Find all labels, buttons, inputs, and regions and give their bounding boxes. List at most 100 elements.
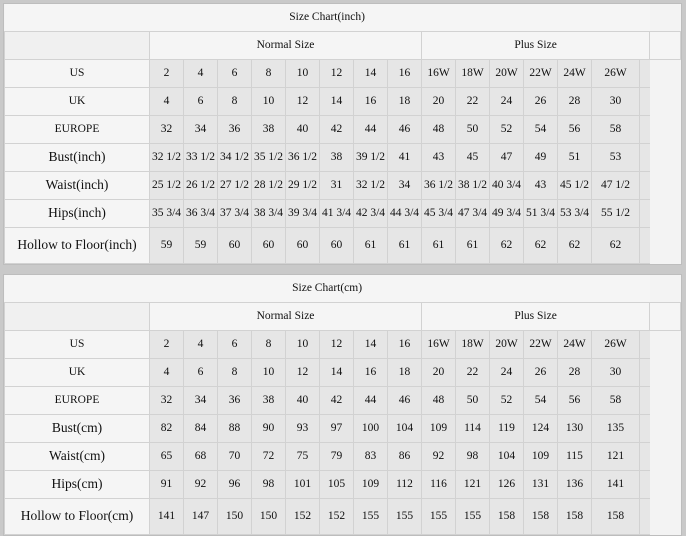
table-cell: 62 — [557, 227, 592, 264]
table-cell: 45 3/4 — [421, 199, 456, 228]
table-cell: 36 — [217, 115, 252, 144]
table-cell: 27 1/2 — [217, 171, 252, 200]
table-cell: 112 — [387, 470, 422, 499]
table-cell: 18W — [455, 330, 490, 359]
table-cell: 18 — [387, 358, 422, 387]
table-cell: 135 — [591, 414, 640, 443]
table-cell: 155 — [387, 498, 422, 535]
table-cell: 60 — [319, 227, 354, 264]
chart-title-row: Size Chart(inch) — [4, 4, 681, 32]
table-cell: 36 3/4 — [183, 199, 218, 228]
table-cell: 16 — [387, 330, 422, 359]
table-cell: 158 — [523, 498, 558, 535]
table-cell: 20W — [489, 59, 524, 88]
table-cell: 54 — [523, 115, 558, 144]
table-cell: 98 — [455, 442, 490, 471]
table-cell: 91 — [149, 470, 184, 499]
table-cell: 8 — [251, 330, 286, 359]
table-cell: 101 — [285, 470, 320, 499]
row-pad-cell — [638, 470, 650, 499]
table-cell: 26 — [523, 87, 558, 116]
row-label: Waist(cm) — [4, 442, 150, 471]
table-cell: 152 — [319, 498, 354, 535]
table-cell: 45 1/2 — [557, 171, 592, 200]
table-cell: 38 — [251, 115, 286, 144]
row-pad-cell — [638, 199, 650, 228]
table-cell: 141 — [149, 498, 184, 535]
table-cell: 62 — [489, 227, 524, 264]
table-cell: 53 3/4 — [557, 199, 592, 228]
table-cell: 96 — [217, 470, 252, 499]
table-cell: 28 — [557, 358, 592, 387]
table-cell: 121 — [455, 470, 490, 499]
table-cell: 51 — [557, 143, 592, 172]
table-cell: 14 — [353, 330, 388, 359]
table-cell: 130 — [557, 414, 592, 443]
table-cell: 61 — [387, 227, 422, 264]
table-cell: 150 — [217, 498, 252, 535]
table-cell: 36 1/2 — [421, 171, 456, 200]
table-cell: 59 — [149, 227, 184, 264]
row-label: EUROPE — [4, 386, 150, 415]
table-cell: 141 — [591, 470, 640, 499]
table-cell: 50 — [455, 115, 490, 144]
table-cell: 88 — [217, 414, 252, 443]
table-cell: 46 — [387, 115, 422, 144]
table-cell: 4 — [149, 358, 184, 387]
row-label: US — [4, 330, 150, 359]
table-cell: 155 — [455, 498, 490, 535]
table-cell: 30 — [591, 87, 640, 116]
table-cell: 38 — [319, 143, 354, 172]
table-cell: 48 — [421, 386, 456, 415]
table-cell: 158 — [557, 498, 592, 535]
table-cell: 150 — [251, 498, 286, 535]
table-cell: 8 — [251, 59, 286, 88]
table-cell: 24 — [489, 358, 524, 387]
table-cell: 93 — [285, 414, 320, 443]
row-label: Bust(inch) — [4, 143, 150, 172]
table-cell: 86 — [387, 442, 422, 471]
table-row: UK 4 6 8 10 12 14 16 18 20 22 24 26 28 30 — [4, 358, 681, 387]
table-cell: 49 — [523, 143, 558, 172]
table-cell: 35 1/2 — [251, 143, 286, 172]
table-row: Bust(cm) 82 84 88 90 93 97 100 104 109 114 119 124 13… — [4, 414, 681, 443]
table-cell: 61 — [455, 227, 490, 264]
table-cell: 82 — [149, 414, 184, 443]
row-pad-cell — [638, 87, 650, 116]
table-cell: 55 1/2 — [591, 199, 640, 228]
row-label: Hips(cm) — [4, 470, 150, 499]
table-cell: 35 3/4 — [149, 199, 184, 228]
table-cell: 59 — [183, 227, 218, 264]
table-cell: 24W — [557, 59, 592, 88]
table-cell: 115 — [557, 442, 592, 471]
table-cell: 6 — [183, 358, 218, 387]
table-cell: 32 — [149, 115, 184, 144]
table-cell: 70 — [217, 442, 252, 471]
table-cell: 109 — [353, 470, 388, 499]
table-cell: 124 — [523, 414, 558, 443]
table-cell: 16W — [421, 330, 456, 359]
row-pad-cell — [638, 143, 650, 172]
table-cell: 18 — [387, 87, 422, 116]
table-cell: 8 — [217, 87, 252, 116]
table-cell: 65 — [149, 442, 184, 471]
table-cell: 68 — [183, 442, 218, 471]
table-cell: 53 — [591, 143, 640, 172]
size-chart-inch: Size Chart(inch) Normal Size Plus Size US 2 4… — [3, 3, 682, 265]
table-cell: 97 — [319, 414, 354, 443]
table-cell: 62 — [591, 227, 640, 264]
table-cell: 44 3/4 — [387, 199, 422, 228]
table-row: EUROPE 32 34 36 38 40 42 44 46 48 50 52 54 56 58 — [4, 115, 681, 144]
table-cell: 50 — [455, 386, 490, 415]
table-cell: 26W — [591, 59, 640, 88]
table-row: Waist(cm) 65 68 70 72 75 79 83 86 92 98 104 109 115 12… — [4, 442, 681, 471]
row-pad-cell — [638, 59, 650, 88]
table-cell: 12 — [319, 330, 354, 359]
table-cell: 25 1/2 — [149, 171, 184, 200]
row-label: Bust(cm) — [4, 414, 150, 443]
table-cell: 20 — [421, 87, 456, 116]
table-row: US 2 4 6 8 10 12 14 16 16W 18W 20W 22W 24W 26W — [4, 330, 681, 359]
chart-title: Size Chart(inch) — [4, 4, 650, 32]
table-cell: 24 — [489, 87, 524, 116]
table-cell: 104 — [387, 414, 422, 443]
